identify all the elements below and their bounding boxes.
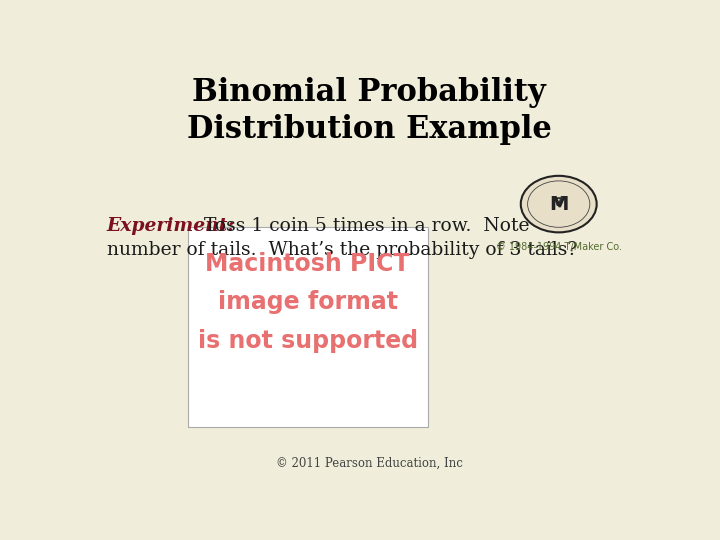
Text: is not supported: is not supported	[197, 329, 418, 353]
Text: Binomial Probability
Distribution Example: Binomial Probability Distribution Exampl…	[186, 77, 552, 145]
Text: Experiment:: Experiment:	[107, 217, 235, 234]
FancyBboxPatch shape	[188, 227, 428, 427]
Text: image format: image format	[217, 290, 397, 314]
Text: © 2011 Pearson Education, Inc: © 2011 Pearson Education, Inc	[276, 457, 462, 470]
Text: Macintosh PICT: Macintosh PICT	[205, 252, 410, 276]
Text: Ɐ: Ɐ	[554, 195, 564, 209]
Text: number of tails.  What’s the probability of 3 tails?: number of tails. What’s the probability …	[107, 241, 577, 259]
Text: © 1984-1994 T/Maker Co.: © 1984-1994 T/Maker Co.	[496, 241, 622, 252]
Text: Toss 1 coin 5 times in a row.  Note: Toss 1 coin 5 times in a row. Note	[204, 217, 530, 234]
Text: M: M	[549, 194, 568, 214]
Circle shape	[521, 176, 597, 232]
